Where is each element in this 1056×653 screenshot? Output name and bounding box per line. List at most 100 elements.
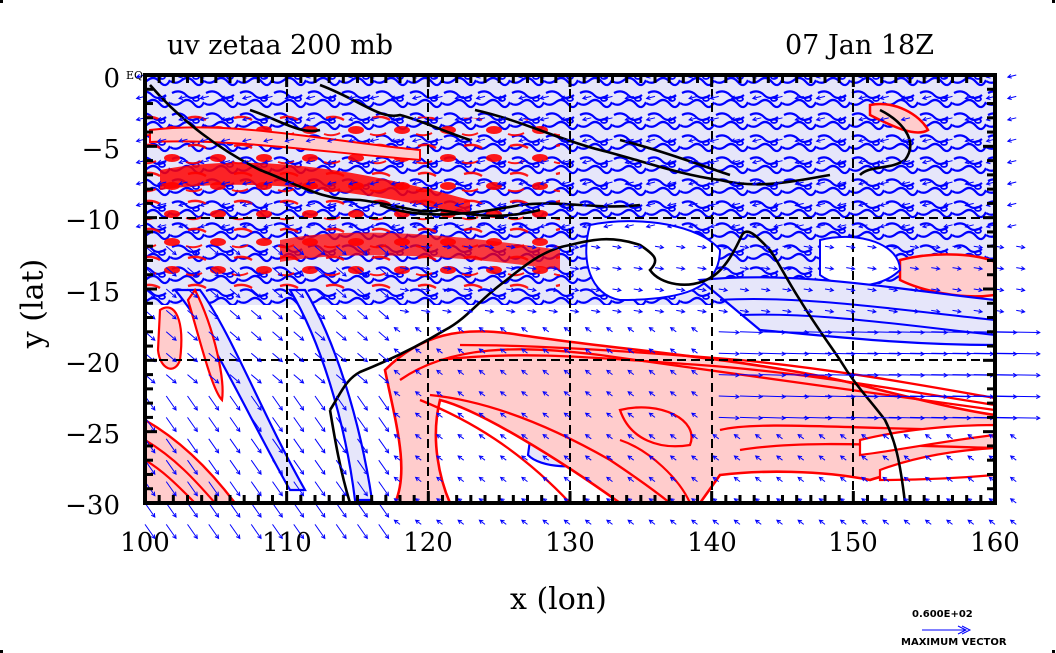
wind-vector (229, 331, 241, 341)
wind-vector (156, 138, 167, 143)
wind-vector (369, 116, 379, 122)
wind-vector (165, 288, 177, 299)
wind-vector (250, 395, 262, 411)
wind-vector (457, 369, 465, 376)
wind-vector (521, 433, 528, 440)
wind-vector (165, 267, 177, 277)
wind-vector (606, 369, 613, 376)
x-tick-label: 130 (545, 528, 595, 558)
wind-vector (521, 476, 528, 483)
wind-vector (931, 287, 941, 293)
wind-vector (861, 433, 868, 440)
positive-jet-band (383, 330, 995, 503)
y-tick-label: −10 (65, 206, 120, 236)
wind-vector (305, 181, 316, 186)
wind-vector (518, 223, 528, 229)
wind-vector (250, 481, 262, 497)
wind-vector (220, 138, 231, 143)
wind-vector (648, 391, 656, 397)
wind-vector (357, 417, 368, 433)
wind-vector (606, 433, 613, 440)
wind-vector (326, 181, 337, 186)
wind-vector (1006, 159, 1017, 165)
wind-vector (900, 95, 911, 100)
wind-vector (624, 159, 634, 165)
wind-vector (293, 395, 305, 411)
wind-vector (782, 287, 792, 293)
wind-vector (199, 95, 209, 100)
wind-vector (803, 351, 833, 357)
wind-vector (475, 223, 486, 229)
wind-vector (378, 331, 390, 341)
wind-vector (909, 308, 920, 314)
wind-vector (478, 369, 486, 376)
wind-vector (1016, 287, 1026, 293)
wind-vector (606, 455, 613, 461)
wind-vector (272, 267, 284, 277)
wind-vector (952, 266, 962, 271)
wind-vector (314, 288, 326, 299)
wind-vector (633, 244, 644, 250)
wind-vector (506, 308, 516, 314)
wind-vector (882, 433, 890, 440)
wind-vector (457, 455, 465, 461)
wind-vector (263, 181, 273, 186)
wind-vector (156, 159, 167, 165)
wind-vector (229, 502, 241, 518)
wind-vector (645, 116, 656, 122)
wind-vector (776, 476, 783, 483)
wind-vector (591, 266, 601, 271)
wind-vector (539, 181, 549, 186)
wind-vector (314, 524, 326, 540)
wind-vector (603, 95, 613, 100)
wind-vector (272, 481, 283, 497)
wind-vector (882, 455, 890, 461)
wind-vector (879, 138, 889, 143)
wind-vector (229, 524, 241, 540)
wind-vector (393, 412, 401, 418)
wind-vector (776, 455, 783, 461)
wind-vector (199, 223, 209, 229)
wind-vector (666, 181, 677, 186)
wind-vector (390, 138, 401, 143)
wind-vector (165, 417, 177, 433)
wind-vector (669, 519, 677, 525)
wind-vector (782, 308, 792, 314)
wind-vector (457, 326, 465, 333)
wind-vector (818, 476, 826, 483)
wind-vector (645, 223, 656, 229)
wind-vector (1006, 95, 1017, 100)
wind-vector (606, 391, 613, 397)
wind-vector (624, 223, 634, 229)
wind-vector (691, 326, 698, 333)
wind-vector (241, 159, 252, 165)
wind-vector (718, 266, 729, 271)
wind-vector (272, 438, 283, 454)
wind-vector (293, 459, 305, 476)
wind-vector (624, 138, 634, 143)
wind-vector (836, 116, 847, 122)
wind-vector (751, 138, 762, 143)
wind-vector (560, 159, 571, 165)
wind-vector (900, 159, 911, 165)
wind-vector (1006, 74, 1017, 79)
chart-title: uv zetaa 200 mb (167, 30, 394, 61)
wind-vector (782, 372, 810, 378)
wind-vector (335, 352, 347, 363)
wind-vector (421, 308, 431, 314)
equator-label: EQ (126, 69, 144, 82)
wind-vector (924, 519, 932, 525)
wind-vector (931, 308, 941, 314)
wind-vector (921, 159, 932, 165)
wind-vector (293, 438, 305, 454)
wind-vector (499, 369, 507, 376)
wind-vector (208, 417, 220, 433)
wind-vector (943, 138, 953, 143)
wind-vector (1009, 476, 1017, 483)
wind-vector (888, 308, 899, 314)
wind-vector (581, 181, 592, 186)
wind-vector (542, 476, 550, 483)
wind-vector (478, 519, 486, 525)
wind-vector (733, 519, 741, 525)
wind-vector (569, 244, 580, 250)
